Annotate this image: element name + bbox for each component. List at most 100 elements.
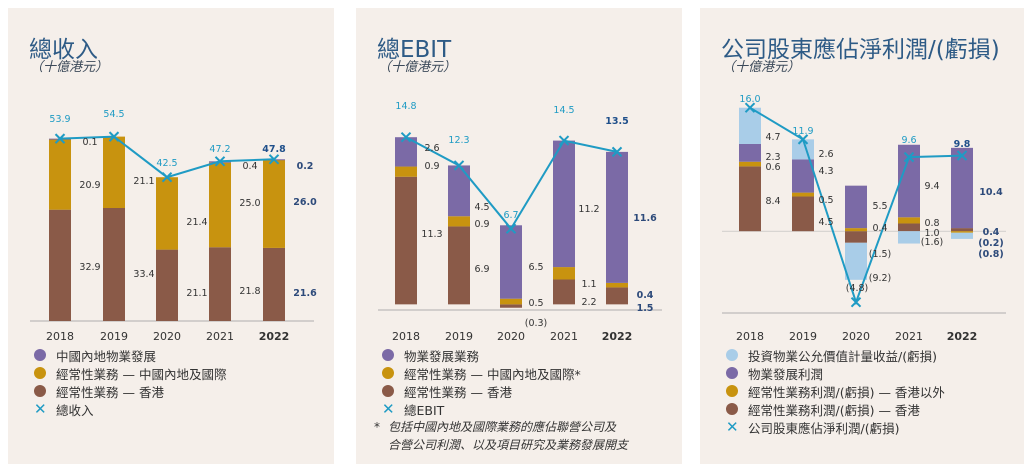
bar-segment [395,166,417,177]
bar-segment [898,144,920,218]
bar-segment [951,231,973,233]
total-point [108,131,120,142]
bar-segment [156,177,178,250]
bar-segment [606,282,628,288]
bar-segment [448,216,470,227]
footnote-marker: * [374,420,380,434]
bar-segment [395,176,417,305]
legend-label: 經常性業務利潤/(虧損) — 香港 [748,402,920,418]
data-label: 25.0 [239,198,260,209]
x-tick-label: 2018 [736,330,764,343]
total-point [161,172,173,183]
data-label: 1.0 [924,228,939,239]
x-tick-label: 2020 [497,330,525,343]
data-label: 5.5 [872,201,887,212]
x-tick-label: 2022 [947,330,978,343]
bar-segment [209,162,231,248]
bar-segment [553,267,575,280]
data-label: 11.9 [792,126,813,137]
data-label: 42.5 [156,158,177,169]
data-label: 0.6 [765,162,780,173]
data-label: 21.8 [239,286,260,297]
data-label: 21.1 [186,288,207,299]
total-point [214,156,226,167]
total-point [54,133,66,144]
x-tick-label: 2020 [153,330,181,343]
total-point [268,154,280,165]
bar-segment [606,151,628,283]
x-tick-label: 2021 [206,330,234,343]
bar-segment [500,225,522,299]
legend-swatch [34,367,46,379]
data-label: 4.7 [765,132,780,143]
data-label: 32.9 [79,262,100,273]
data-label: (1.5) [869,249,892,260]
x-tick-label: 2021 [550,330,578,343]
legend-swatch [726,385,738,397]
data-label: 0.4 [872,223,887,234]
x-tick-label: 2018 [392,330,420,343]
cross-marker-icon: ✕ [382,400,395,418]
data-label: 2.2 [581,297,596,308]
data-label: 0.5 [528,298,543,309]
bar-segment [898,217,920,224]
bar-segment [553,279,575,305]
bar-segment [845,185,867,229]
total-point [956,150,968,161]
bar-segment [49,209,71,321]
data-label: (0.2) [978,238,1004,249]
bar-segment [103,207,125,321]
bar-segment [898,223,920,232]
data-label: 21.1 [133,176,154,187]
legend-swatch [726,367,738,379]
data-label: 13.5 [605,116,628,127]
legend-swatch [382,385,394,397]
revenue-legend: 中國內地物業發展 經常性業務 — 中國內地及國際 經常性業務 — 香港 ✕ 總收入 [34,346,226,418]
data-label: 8.4 [765,196,780,207]
total-point [505,223,517,234]
legend-swatch [382,367,394,379]
bar-segment [792,159,814,193]
bar-segment [792,192,814,197]
x-tick-label: 2018 [46,330,74,343]
data-label: 10.4 [979,187,1003,198]
data-label: (9.2) [869,273,892,284]
data-label: 0.1 [82,137,97,148]
bar-segment [448,165,470,217]
legend-item: ✕ 總收入 [34,400,226,418]
legend-item: 物業發展業務 [382,346,581,364]
legend-item: 經常性業務 — 中國內地及國際 [34,364,226,382]
x-tick-label: 2021 [895,330,923,343]
bar-segment [263,159,285,248]
bar-segment [49,138,71,210]
total-point [903,151,915,163]
legend-swatch [726,349,738,361]
bar-segment [739,166,761,232]
bar-segment [845,231,867,243]
legend-item: 經常性業務利潤/(虧損) — 香港以外 [726,382,945,400]
data-label: 1.1 [581,279,596,290]
legend-label: 經常性業務 — 香港 [56,384,164,400]
legend-item: 經常性業務 — 中國內地及國際* [382,364,581,382]
ebit-legend: 物業發展業務 經常性業務 — 中國內地及國際* 經常性業務 — 香港 ✕ 總EBIT [382,346,581,418]
x-tick-label: 2019 [100,330,128,343]
data-label: (0.3) [525,318,548,329]
data-label: (1.6) [921,237,944,248]
data-label: 33.4 [133,269,154,280]
data-label: 0.9 [424,161,439,172]
footnote: * 包括中國內地及國際業務的應佔聯營公司及 合營公司利潤、以及項目研究及業務發展開… [374,418,628,454]
data-label: 2.6 [818,149,833,160]
data-label: 6.9 [474,264,489,275]
x-tick-label: 2019 [445,330,473,343]
bar-segment [500,304,522,308]
data-label: 47.8 [262,144,286,155]
bar-segment [500,298,522,305]
data-label: 6.5 [528,262,543,273]
total-point [611,146,623,158]
bar-segment [448,226,470,305]
x-tick-label: 2020 [842,330,870,343]
legend-label: 投資物業公允價值計量收益/(虧損) [748,348,937,364]
data-label: 4.5 [818,217,833,228]
data-label: (0.8) [978,249,1004,260]
